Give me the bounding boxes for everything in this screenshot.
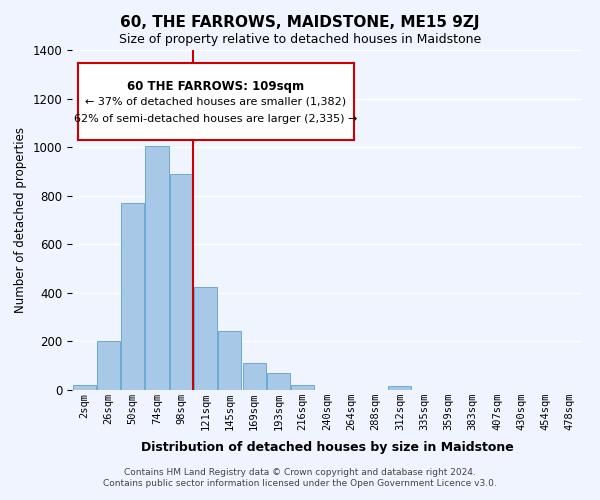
Bar [145,146,169,390]
Bar [388,386,412,390]
Text: 62% of semi-detached houses are larger (2,335) →: 62% of semi-detached houses are larger (… [74,114,358,124]
Text: ← 37% of detached houses are smaller (1,382): ← 37% of detached houses are smaller (1,… [85,96,347,106]
Bar [170,174,193,390]
Bar [97,342,120,390]
Bar [194,287,217,390]
Text: Contains HM Land Registry data © Crown copyright and database right 2024.
Contai: Contains HM Land Registry data © Crown c… [103,468,497,487]
Bar [73,385,95,390]
Text: Size of property relative to detached houses in Maidstone: Size of property relative to detached ho… [119,32,481,46]
Bar [121,203,144,390]
Text: 60, THE FARROWS, MAIDSTONE, ME15 9ZJ: 60, THE FARROWS, MAIDSTONE, ME15 9ZJ [120,15,480,30]
Y-axis label: Number of detached properties: Number of detached properties [14,127,27,313]
Bar [291,385,314,390]
X-axis label: Distribution of detached houses by size in Maidstone: Distribution of detached houses by size … [140,442,514,454]
Bar [218,330,241,390]
Bar [267,373,290,390]
Text: 60 THE FARROWS: 109sqm: 60 THE FARROWS: 109sqm [127,80,305,92]
Bar [242,364,266,390]
